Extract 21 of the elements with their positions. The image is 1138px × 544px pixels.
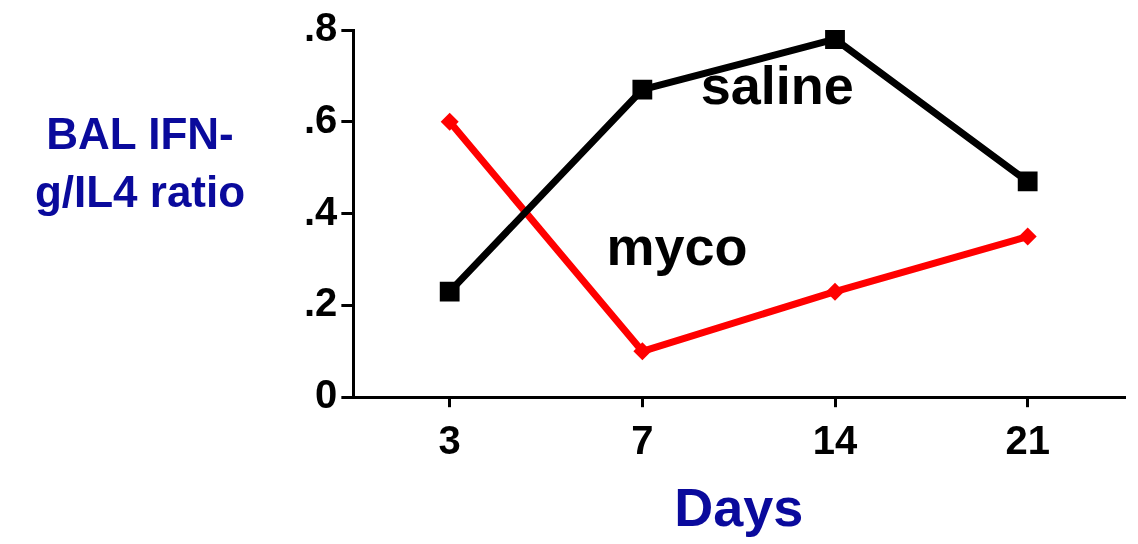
y-tick-label: .4	[304, 188, 339, 233]
x-tick-label: 3	[438, 418, 461, 463]
point	[825, 30, 845, 50]
point	[633, 342, 652, 361]
x-tick-label: 7	[631, 418, 654, 463]
y-tick-label: .8	[304, 5, 338, 50]
x-tick-label: 21	[1005, 418, 1050, 463]
point	[440, 112, 459, 131]
point	[826, 282, 845, 301]
y-tick-label: .6	[304, 96, 338, 141]
series-label: myco	[606, 216, 748, 277]
y-axis-title: BAL IFN-g/IL4 ratio	[33, 108, 247, 218]
x-axis-title: Days	[674, 477, 804, 538]
point	[439, 281, 460, 302]
y-tick-label: 0	[315, 372, 338, 417]
point	[632, 79, 653, 100]
point	[1017, 171, 1038, 192]
point	[1018, 227, 1037, 246]
y-tick-label: .2	[304, 280, 338, 325]
x-tick-label: 14	[812, 418, 859, 463]
series-label: saline	[700, 54, 854, 115]
